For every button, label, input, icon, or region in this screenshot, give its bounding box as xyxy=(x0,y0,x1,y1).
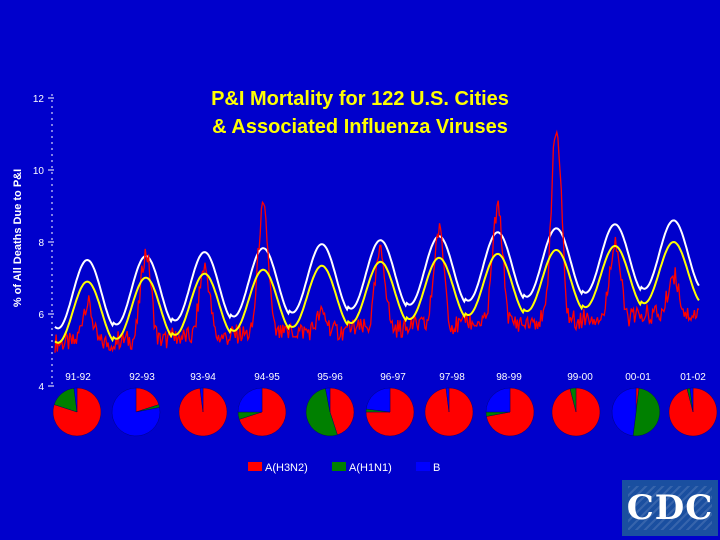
season-label: 96-97 xyxy=(380,372,406,383)
pie-94-95 xyxy=(237,387,287,437)
pie-slice-b xyxy=(111,387,161,437)
pie-slice-b xyxy=(237,387,263,413)
pie-96-97 xyxy=(365,387,415,437)
season-label: 01-02 xyxy=(680,372,706,383)
legend-label: B xyxy=(433,462,440,474)
season-label: 97-98 xyxy=(439,372,465,383)
pie-slice-b xyxy=(611,387,637,437)
season-label: 94-95 xyxy=(254,372,280,383)
cdc-logo: CDC xyxy=(622,480,718,536)
pie-93-94 xyxy=(178,387,228,437)
pie-slice-b xyxy=(73,387,78,413)
pie-97-98 xyxy=(424,387,474,437)
pie-00-01 xyxy=(611,387,661,437)
pie-slice-h3n2 xyxy=(238,387,287,437)
pie-slice-h3n2 xyxy=(52,387,102,437)
y-tick-label: 12 xyxy=(33,94,45,105)
y-tick-label: 6 xyxy=(38,310,44,321)
pie-01-02 xyxy=(668,387,718,437)
pie-91-92 xyxy=(52,387,102,437)
chart-title-line-1: P&I Mortality for 122 U.S. Cities xyxy=(211,88,509,110)
legend-label: A(H1N1) xyxy=(349,462,392,474)
pie-slice-h1n1 xyxy=(632,387,661,437)
season-label: 95-96 xyxy=(317,372,343,383)
season-label: 91-92 xyxy=(65,372,91,383)
pie-99-00 xyxy=(551,387,601,437)
pie-slice-b xyxy=(325,387,331,413)
pie-slice-b xyxy=(689,387,694,413)
cdc-logo-text: CDC xyxy=(626,488,714,528)
y-tick-label: 10 xyxy=(33,166,45,177)
pie-slice-b xyxy=(445,387,450,413)
legend-swatch xyxy=(332,462,346,471)
pie-98-99 xyxy=(485,387,535,437)
season-label: 99-00 xyxy=(567,372,593,383)
pie-slice-h3n2 xyxy=(365,387,415,437)
pie-slice-b xyxy=(365,387,391,413)
series-observed-line xyxy=(54,129,700,353)
season-label: 92-93 xyxy=(129,372,155,383)
pie-slice-h1n1 xyxy=(305,388,338,437)
series-upper-line xyxy=(54,219,700,330)
season-label: 98-99 xyxy=(496,372,522,383)
pie-slice-h1n1 xyxy=(569,387,577,413)
legend-label: A(H3N2) xyxy=(265,462,308,474)
y-tick-label: 8 xyxy=(38,238,44,249)
pie-slice-h3n2 xyxy=(329,387,355,436)
chart-title-line-2: & Associated Influenza Viruses xyxy=(212,116,508,138)
season-label: 93-94 xyxy=(190,372,216,383)
y-tick-label: 4 xyxy=(38,382,44,393)
pie-92-93 xyxy=(111,387,161,437)
pie-slice-b xyxy=(199,387,204,413)
series-baseline-line xyxy=(54,240,700,344)
season-label: 00-01 xyxy=(625,372,651,383)
pie-95-96 xyxy=(305,387,355,437)
legend-swatch xyxy=(248,462,262,471)
pie-slice-b xyxy=(485,387,511,413)
legend-swatch xyxy=(416,462,430,471)
